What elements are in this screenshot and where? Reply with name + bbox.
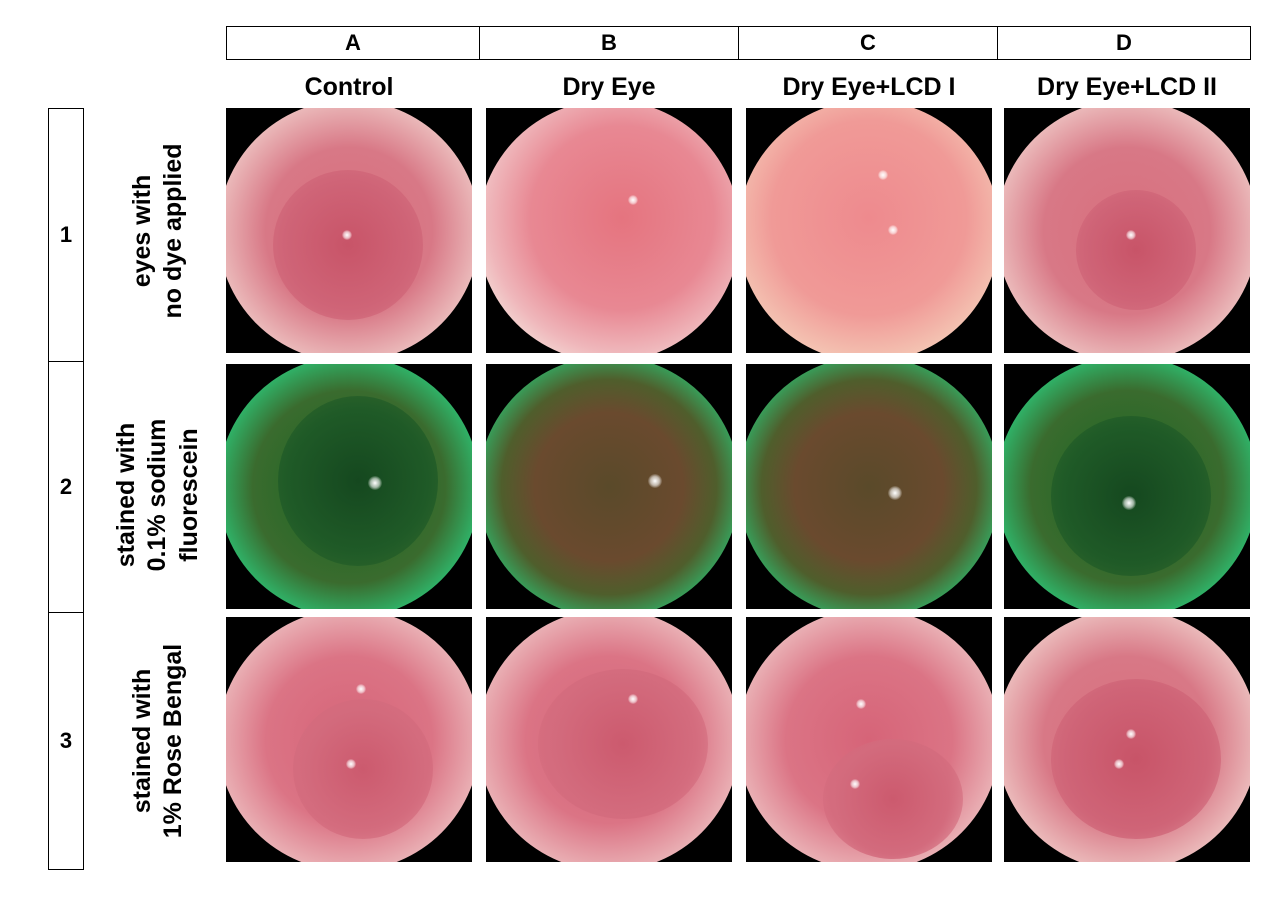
- eye-image: [486, 364, 732, 609]
- photo-row3-dry-eye-lcd-2: [1004, 617, 1250, 862]
- light-reflection: [346, 758, 356, 769]
- light-reflection: [342, 229, 352, 240]
- eye-image: [226, 364, 472, 609]
- eye-image: [226, 108, 472, 353]
- light-reflection: [1126, 229, 1136, 240]
- light-reflection: [878, 169, 888, 180]
- eye-image: [746, 108, 992, 353]
- cornea-shape: [278, 395, 438, 566]
- cornea-shape: [823, 738, 963, 859]
- column-label-control: Control: [304, 72, 394, 101]
- row-label-3-line-2: 1% Rose Bengal: [159, 643, 187, 839]
- photo-row2-dry-eye-lcd-1: [746, 364, 992, 609]
- cornea-shape: [538, 668, 708, 819]
- row-label-2: stained with 0.1% sodium fluorescein: [103, 370, 213, 620]
- eye-image: [226, 617, 472, 862]
- row-label-3: stained with 1% Rose Bengal: [113, 616, 203, 866]
- light-reflection: [368, 475, 382, 490]
- cornea-shape: [1051, 678, 1221, 839]
- photo-row1-dry-eye-lcd-1: [746, 108, 992, 353]
- column-header-d: D: [998, 26, 1251, 60]
- row-number-2: 2: [48, 362, 84, 612]
- eye-image: [1004, 617, 1250, 862]
- light-reflection: [356, 683, 366, 694]
- column-label-dry-eye: Dry Eye: [562, 72, 656, 101]
- photo-row3-dry-eye-lcd-1: [746, 617, 992, 862]
- photo-row2-control: [226, 364, 472, 609]
- row-label-2-line-2: 0.1% sodium: [143, 418, 172, 572]
- light-reflection: [850, 778, 860, 789]
- column-label-dry-eye-lcd-1: Dry Eye+LCD I: [782, 72, 956, 101]
- cornea-shape: [1076, 189, 1196, 310]
- light-reflection: [628, 194, 638, 205]
- photo-row2-dry-eye: [486, 364, 732, 609]
- eye-image: [486, 617, 732, 862]
- row-label-1-line-2: no dye applied: [159, 143, 187, 319]
- photo-row1-control: [226, 108, 472, 353]
- eye-image: [1004, 364, 1250, 609]
- column-label-dry-eye-lcd-2: Dry Eye+LCD II: [1037, 72, 1217, 101]
- row-label-2-line-1: stained with: [112, 422, 141, 568]
- row-label-1: eyes with no dye applied: [113, 106, 203, 356]
- light-reflection: [888, 485, 902, 500]
- eye-image: [1004, 108, 1250, 353]
- cornea-shape: [273, 169, 423, 320]
- row-number-1: 1: [48, 108, 84, 362]
- column-header-a: A: [226, 26, 480, 60]
- photo-row1-dry-eye-lcd-2: [1004, 108, 1250, 353]
- column-header-b: B: [480, 26, 739, 60]
- cornea-shape: [293, 698, 433, 839]
- row-number-3: 3: [48, 612, 84, 870]
- light-reflection: [628, 693, 638, 704]
- photo-row3-dry-eye: [486, 617, 732, 862]
- light-reflection: [1126, 728, 1136, 739]
- eye-image: [746, 617, 992, 862]
- eye-image: [486, 108, 732, 353]
- row-label-2-line-3: fluorescein: [174, 428, 203, 562]
- light-reflection: [888, 224, 898, 235]
- eye-image: [746, 364, 992, 609]
- photo-row2-dry-eye-lcd-2: [1004, 364, 1250, 609]
- light-reflection: [648, 473, 662, 488]
- light-reflection: [1122, 495, 1136, 510]
- row-label-1-line-1: eyes with: [127, 174, 156, 288]
- row-label-3-line-1: stained with: [127, 668, 156, 814]
- light-reflection: [856, 698, 866, 709]
- column-header-c: C: [739, 26, 998, 60]
- photo-row3-control: [226, 617, 472, 862]
- light-reflection: [1114, 758, 1124, 769]
- photo-row1-dry-eye: [486, 108, 732, 353]
